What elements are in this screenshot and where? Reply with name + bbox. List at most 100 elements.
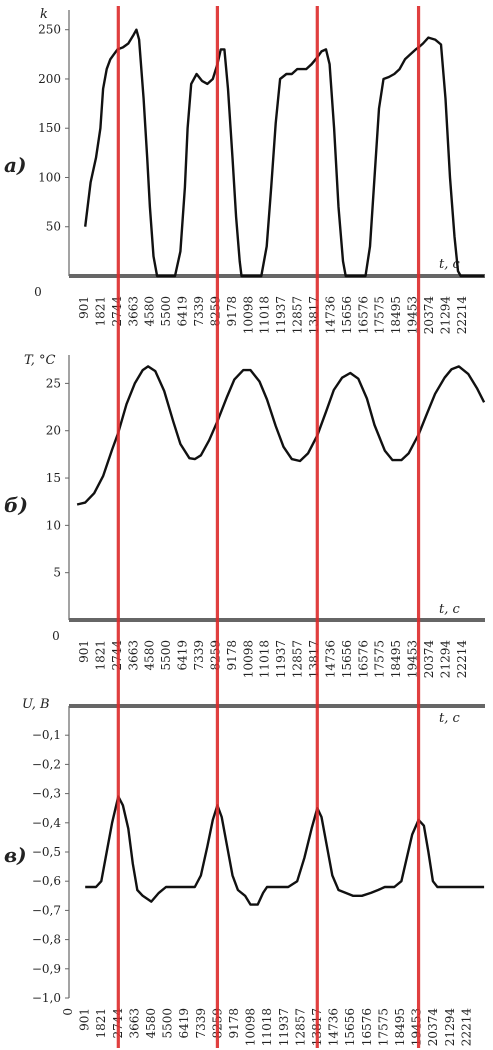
- panel-b-xtick-label: 19453: [406, 640, 420, 678]
- panel-c-ytick-label: −0,5: [32, 845, 61, 859]
- panel-b-zero: 0: [52, 629, 60, 643]
- panel-a-xtick-label: 15656: [340, 296, 354, 334]
- panel-c-xtick-label: 11018: [260, 1008, 274, 1046]
- panel-a-ytick-label: 100: [38, 170, 61, 184]
- panel-a-ytick-label: 50: [46, 220, 61, 234]
- panel-c-ytick-label: −0,1: [32, 728, 61, 742]
- panel-a-xtick-label: 19453: [406, 296, 420, 334]
- panel-a-xtick-label: 14736: [323, 296, 337, 334]
- panel-c-xtick-label: 5500: [161, 1008, 175, 1039]
- panel-a-xtick-label: 1821: [93, 296, 107, 327]
- panel-a-ytick-label: 150: [38, 121, 61, 135]
- panel-c-ytick-label: −0,4: [32, 816, 62, 830]
- panel-c-xtick-label: 19453: [410, 1008, 424, 1046]
- panel-b-ytick-label: 15: [46, 471, 61, 485]
- panel-b-xtick-label: 14736: [323, 640, 337, 678]
- panel-c-ytick-label: −1,0: [32, 991, 61, 1005]
- panel-b-xtick-label: 22214: [455, 640, 469, 679]
- chart-layer: 5010015020025090118212744366345805500641…: [32, 6, 486, 1048]
- panel-b-ytick-label: 20: [46, 424, 61, 438]
- panel-b-xtick-label: 6419: [176, 640, 190, 671]
- panel-c-ytick-label: −0,8: [32, 933, 61, 947]
- panel-c-xtick-label: 16576: [360, 1008, 374, 1046]
- panel-a-ytick-label: 250: [38, 23, 61, 37]
- panel-a-xtick-label: 13817: [307, 296, 321, 334]
- panel-c-xtick-label: 22214: [459, 1008, 473, 1047]
- panel-b-xtick-label: 21294: [438, 640, 452, 679]
- panel-b-xtick-label: 10098: [241, 640, 255, 678]
- panel-a-xtick-label: 8259: [208, 296, 222, 327]
- panel-c-xtick-label: 1821: [94, 1008, 108, 1039]
- panel-a-xlabel: t, с: [439, 257, 460, 272]
- panel-c-xtick-label: 901: [78, 1008, 92, 1031]
- panel-b-xtick-label: 7339: [192, 640, 206, 671]
- panel-a-xtick-label: 18495: [389, 296, 403, 334]
- panel-b-xtick-label: 17575: [373, 640, 387, 678]
- panel-b: T, °C б) 0 t, с: [4, 353, 460, 643]
- panel-c-ytick-label: −0,2: [32, 757, 61, 771]
- panel-c-xtick-label: 11937: [277, 1008, 291, 1046]
- panel-b-xtick-label: 901: [77, 640, 91, 663]
- panel-a-xtick-label: 9178: [225, 296, 239, 327]
- panel-c-xtick-label: 12857: [293, 1008, 307, 1046]
- panel-c-letter: в): [4, 843, 27, 867]
- panel-c-xtick-label: 21294: [443, 1008, 457, 1047]
- panel-c-ytick-label: −0,6: [32, 874, 61, 888]
- panel-a-xtick-label: 6419: [176, 296, 190, 327]
- panel-b-xtick-label: 15656: [340, 640, 354, 678]
- panel-c-ytick-label: −0,9: [32, 962, 61, 976]
- panel-b-xtick-label: 8259: [208, 640, 222, 671]
- panel-b-xtick-label: 20374: [422, 640, 436, 679]
- panel-a-xtick-label: 17575: [373, 296, 387, 334]
- panel-a-ylabel: k: [40, 7, 48, 22]
- panel-b-ylabel: T, °C: [24, 353, 56, 368]
- panel-b-xtick-label: 9178: [225, 640, 239, 671]
- panel-c: U, В в) t, с: [4, 697, 460, 867]
- panel-a-xtick-label: 4580: [143, 296, 157, 327]
- panel-a-xtick-label: 5500: [159, 296, 173, 327]
- panel-a-xtick-label: 20374: [422, 296, 436, 335]
- panel-a-xtick-label: 7339: [192, 296, 206, 327]
- panel-b-ytick-label: 10: [46, 518, 61, 532]
- panel-b-xtick-label: 12857: [291, 640, 305, 678]
- panel-b-xtick-label: 16576: [356, 640, 370, 678]
- panel-c-xtick-label: 15656: [343, 1008, 357, 1046]
- panel-c-series-line: [85, 795, 485, 906]
- panel-a-letter: а): [4, 153, 26, 177]
- panel-c-xtick-label: 4580: [144, 1008, 158, 1039]
- panel-a-ytick-label: 200: [38, 72, 61, 86]
- panel-c-xtick-label: 7339: [194, 1008, 208, 1039]
- panel-b-xtick-label: 18495: [389, 640, 403, 678]
- panel-c-xtick-label: 0: [61, 1008, 75, 1016]
- panel-c-xtick-label: 3663: [127, 1008, 141, 1039]
- panel-b-ytick-label: 25: [46, 376, 61, 390]
- panel-c-xtick-label: 9178: [227, 1008, 241, 1039]
- panel-a-xtick-label: 11018: [258, 296, 272, 334]
- panel-b-xlabel: t, с: [439, 602, 460, 617]
- panel-a-xtick-label: 10098: [241, 296, 255, 334]
- panel-c-xtick-label: 6419: [177, 1008, 191, 1039]
- panel-a-xtick-label: 22214: [455, 296, 469, 335]
- panel-b-letter: б): [4, 493, 28, 517]
- panel-b-xtick-label: 11937: [274, 640, 288, 678]
- panel-b-xtick-label: 4580: [143, 640, 157, 671]
- panel-c-xtick-label: 17575: [376, 1008, 390, 1046]
- panel-c-xtick-label: 14736: [327, 1008, 341, 1046]
- panel-c-ytick-label: −0,7: [32, 903, 61, 917]
- panel-a-xtick-label: 3663: [126, 296, 140, 327]
- panel-a-xtick-label: 901: [77, 296, 91, 319]
- panel-a-zero: 0: [34, 285, 42, 299]
- panel-c-xtick-label: 20374: [426, 1008, 440, 1047]
- panel-c-xtick-label: 10098: [244, 1008, 258, 1046]
- panel-c-ylabel: U, В: [22, 697, 50, 712]
- panel-b-xtick-label: 5500: [159, 640, 173, 671]
- panel-a-series-line: [84, 28, 485, 278]
- panel-b-xtick-label: 3663: [126, 640, 140, 671]
- panel-b-xtick-label: 11018: [258, 640, 272, 678]
- panel-c-xtick-label: 18495: [393, 1008, 407, 1046]
- panel-b-xtick-label: 1821: [93, 640, 107, 671]
- panel-a-xtick-label: 11937: [274, 296, 288, 334]
- panel-a-xtick-label: 16576: [356, 296, 370, 334]
- panel-a-xtick-label: 12857: [291, 296, 305, 334]
